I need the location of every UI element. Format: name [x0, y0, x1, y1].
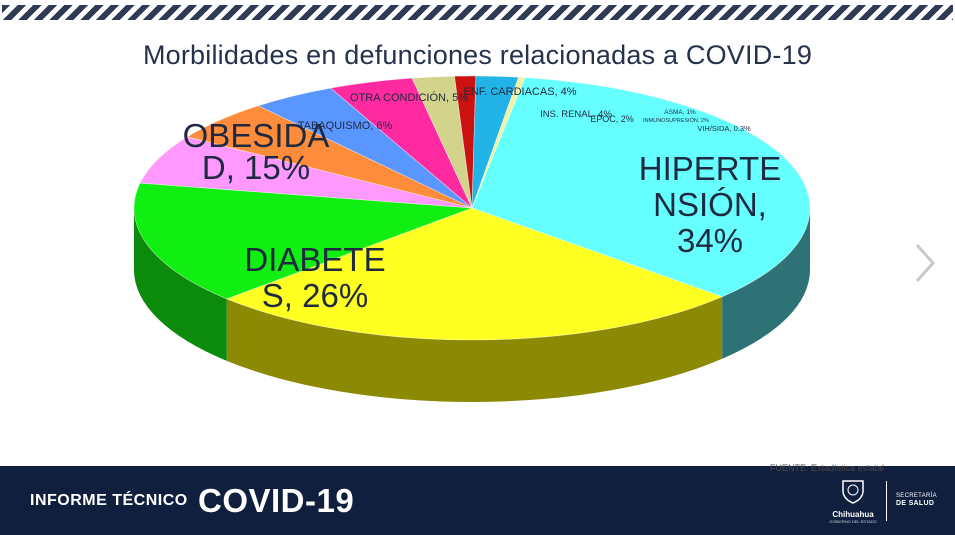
pie-slices	[133, 75, 811, 341]
department-name: SECRETARÍA DE SALUD	[896, 492, 937, 508]
logo-subtitle: GOBIERNO DEL ESTADO	[829, 519, 877, 524]
source-note: FUENTE: Estadística estatal	[770, 463, 885, 473]
chevron-right-icon	[915, 244, 936, 282]
slice-label-ins-renal: INS. RENAL, 4%	[540, 109, 612, 120]
pie-chart: HIPERTE NSIÓN, 34% DIABETE S, 26% OBESIDA D, 1…	[133, 75, 811, 402]
logo-name: Chihuahua	[832, 510, 874, 519]
chihuahua-logo: Chihuahua GOBIERNO DEL ESTADO	[828, 478, 878, 526]
pie-side-walls	[134, 208, 810, 402]
pie-slice-obesidad	[133, 182, 473, 300]
pie-side-obesidad	[134, 208, 227, 361]
slice-label-tabaquismo: TABAQUISMO, 6%	[298, 120, 393, 132]
slice-label-obesidad: OBESIDA D, 15%	[183, 117, 330, 186]
department-line2: DE SALUD	[896, 500, 935, 507]
pie-labels: HIPERTE NSIÓN, 34% DIABETE S, 26% OBESIDA D, 1…	[183, 86, 782, 314]
hatch-stripes	[2, 5, 953, 20]
slice-label-hipertensi-n: HIPERTE NSIÓN, 34%	[639, 150, 781, 259]
slice-label-otra-condici-n: OTRA CONDICIÓN, 5%	[350, 91, 468, 104]
pie-side-diabetes	[226, 296, 723, 402]
footer-report-label: INFORME TÉCNICO	[30, 492, 188, 509]
slice-label-vih-sida: VIH/SIDA, 0.3%	[697, 124, 751, 133]
slice-label-inmunosupresi-n: INMUNOSUPRESIÓN, 2%	[643, 117, 709, 124]
top-hatch-band	[0, 0, 955, 24]
pie-slice-diabetes	[225, 207, 723, 341]
next-slide-button[interactable]	[905, 240, 943, 286]
pie-slice-hipertensi-n	[471, 77, 811, 298]
logo-divider	[886, 481, 887, 521]
slice-label-epoc: EPOC, 2%	[590, 114, 634, 124]
footer-covid-title: COVID-19	[198, 482, 355, 519]
slice-label-diabetes: DIABETE S, 26%	[244, 241, 385, 314]
shield-icon	[842, 480, 864, 504]
pie-slice-tabaquismo	[139, 136, 473, 209]
slice-label-enf-cardiacas: ENF. CARDIACAS, 4%	[463, 86, 576, 98]
pie-slice-vih-sida	[471, 76, 526, 209]
footer-bar	[0, 466, 955, 535]
department-line1: SECRETARÍA	[896, 493, 937, 499]
pie-side-hipertensi-n	[722, 208, 810, 359]
slice-label-asma: ASMA, 1%	[664, 109, 696, 116]
chart-title: Morbilidades en defunciones relacionadas…	[142, 40, 813, 70]
